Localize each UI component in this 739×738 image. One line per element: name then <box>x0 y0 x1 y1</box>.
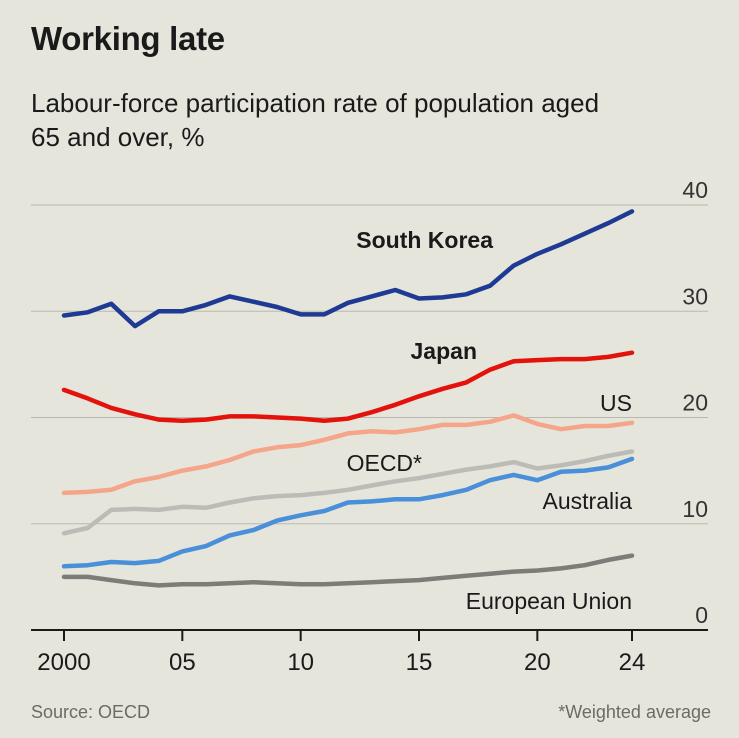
series-label-us: US <box>600 390 632 416</box>
y-tick-label-40: 40 <box>682 177 708 203</box>
series-label-oecd: OECD* <box>347 450 422 476</box>
x-tick-label-10: 10 <box>287 649 314 676</box>
footnote: *Weighted average <box>558 702 711 722</box>
x-tick-label-20: 20 <box>524 649 551 676</box>
series-line-australia <box>61 456 635 569</box>
series-label-australia: Australia <box>543 488 633 514</box>
x-tick-label-2000: 2000 <box>37 649 90 676</box>
series-line-japan <box>61 350 635 423</box>
chart-title: Working late <box>31 20 225 57</box>
series-line-us <box>61 413 635 496</box>
x-tick-label-05: 05 <box>169 649 196 676</box>
x-tick-label-24: 24 <box>619 649 646 676</box>
y-tick-label-20: 20 <box>682 390 708 416</box>
y-tick-label-30: 30 <box>682 283 708 309</box>
series-line-south-korea <box>61 209 635 329</box>
series-label-european-union: European Union <box>466 588 632 614</box>
y-tick-label-10: 10 <box>682 496 708 522</box>
source-note: Source: OECD <box>31 702 151 722</box>
series-line-oecd <box>61 449 635 536</box>
series-label-south-korea: South Korea <box>356 227 493 253</box>
x-tick-label-15: 15 <box>406 649 433 676</box>
series-label-japan: Japan <box>411 338 477 364</box>
series-line-european-union <box>61 553 635 588</box>
y-tick-label-0: 0 <box>695 602 708 628</box>
chart-subtitle: Labour-force participation rate of popul… <box>31 88 600 152</box>
